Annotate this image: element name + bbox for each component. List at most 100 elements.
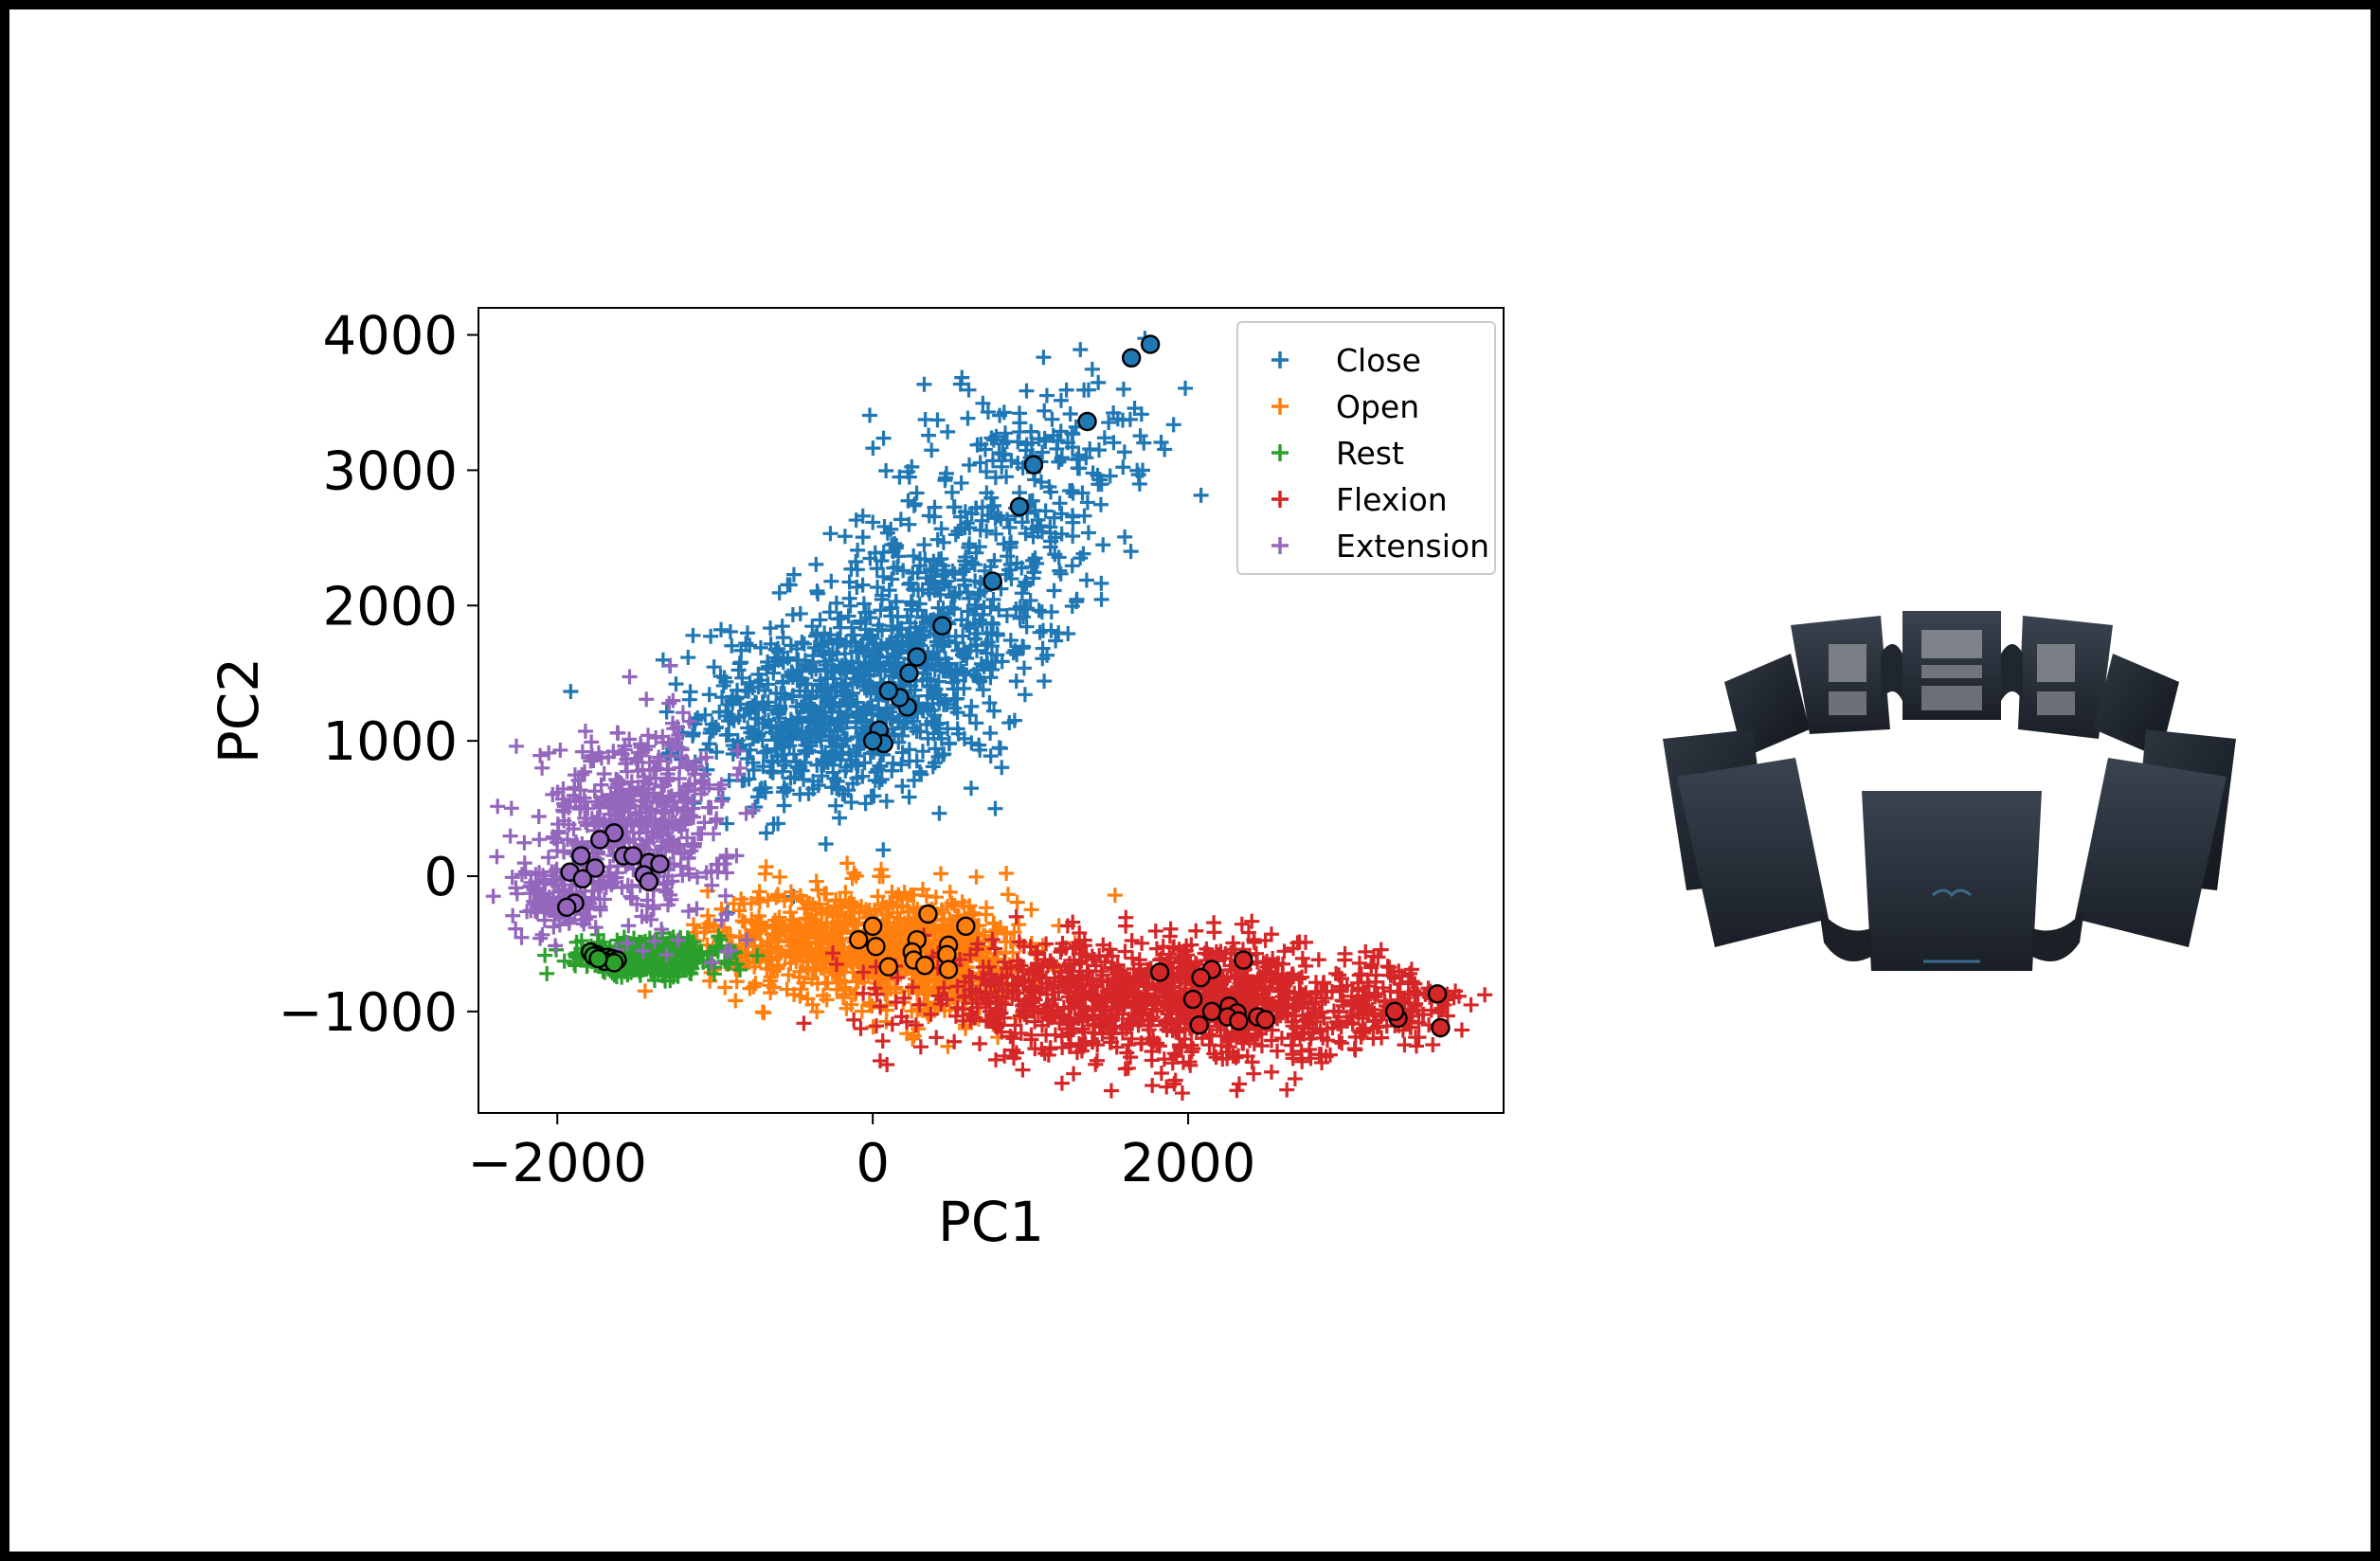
data-point [1123, 544, 1139, 560]
data-point [639, 794, 655, 810]
data-point [699, 907, 715, 924]
data-point [743, 895, 759, 911]
data-point [1318, 983, 1334, 999]
data-point [694, 786, 710, 802]
data-point [704, 877, 720, 893]
highlighted-point [899, 663, 919, 683]
data-point [713, 777, 730, 793]
data-point [752, 938, 768, 954]
highlighted-point [572, 869, 593, 889]
data-point [1008, 673, 1024, 690]
data-point [754, 1004, 770, 1020]
data-point [1015, 975, 1031, 991]
data-point [1105, 1011, 1121, 1027]
data-point [672, 929, 688, 945]
data-point [829, 916, 845, 932]
data-point [1206, 1046, 1222, 1062]
data-point [1066, 1066, 1082, 1082]
data-point [652, 752, 668, 768]
data-point [1231, 1076, 1247, 1092]
data-point [891, 887, 907, 903]
data-point [1201, 1026, 1217, 1042]
legend-marker-close [1271, 351, 1289, 368]
data-point [829, 773, 845, 789]
data-point [609, 725, 625, 741]
data-point [516, 834, 532, 851]
data-point [985, 432, 1001, 448]
data-point [668, 676, 684, 692]
data-point [968, 942, 984, 958]
data-point [623, 781, 640, 798]
data-point [1093, 591, 1109, 607]
data-point [957, 504, 973, 520]
data-point [681, 866, 697, 882]
data-point [865, 440, 881, 457]
data-point [776, 798, 792, 814]
data-point [953, 475, 969, 491]
data-point [834, 720, 850, 736]
data-point [1209, 1018, 1225, 1034]
data-point [1085, 1033, 1101, 1050]
data-point [884, 763, 900, 779]
data-point [872, 774, 888, 790]
data-point [556, 953, 572, 969]
data-point [731, 655, 748, 672]
data-point [879, 1057, 895, 1073]
highlighted-point [848, 929, 869, 950]
data-point [1244, 1054, 1260, 1070]
data-point [846, 865, 862, 881]
data-point [1285, 1047, 1301, 1063]
data-point [532, 865, 548, 881]
data-point [1085, 465, 1101, 481]
data-point [655, 828, 671, 844]
data-point [661, 695, 677, 711]
data-point [1009, 953, 1025, 969]
data-point [1111, 963, 1127, 979]
data-point [1030, 524, 1046, 540]
data-point [530, 884, 546, 900]
data-point [1064, 508, 1080, 524]
data-point [590, 881, 606, 897]
data-point [534, 760, 550, 776]
data-point [941, 736, 957, 752]
data-point [949, 721, 965, 737]
data-point [694, 772, 710, 788]
data-point [1023, 423, 1039, 440]
data-point [905, 979, 921, 996]
data-point [1373, 942, 1389, 958]
data-point [648, 770, 664, 786]
data-point [1093, 575, 1109, 591]
data-point [1408, 1038, 1424, 1054]
data-point [999, 607, 1015, 623]
data-point [1038, 1027, 1055, 1043]
data-point [1079, 962, 1095, 978]
data-point [1116, 444, 1132, 460]
data-point [1084, 948, 1100, 964]
data-point [1402, 1019, 1418, 1035]
data-point [1058, 382, 1074, 398]
data-point [901, 789, 917, 805]
data-point [990, 989, 1006, 1005]
data-point [1133, 406, 1149, 422]
data-point [1025, 570, 1041, 586]
data-point [1280, 972, 1296, 988]
data-point [594, 789, 610, 805]
data-point [1183, 1037, 1199, 1053]
data-point [1076, 382, 1092, 398]
data-point [843, 794, 859, 810]
data-point [505, 907, 521, 924]
highlighted-point [622, 846, 643, 866]
data-point [985, 591, 1001, 607]
data-point [1076, 1024, 1092, 1040]
data-point [982, 695, 998, 711]
data-point [879, 525, 895, 541]
data-point [865, 514, 881, 530]
data-point [1073, 342, 1089, 358]
data-point [947, 527, 964, 543]
data-point [1287, 992, 1303, 1008]
data-point [1225, 935, 1241, 951]
data-point [874, 861, 890, 877]
data-point [1178, 380, 1194, 396]
data-point [838, 730, 854, 746]
data-point [764, 725, 780, 741]
